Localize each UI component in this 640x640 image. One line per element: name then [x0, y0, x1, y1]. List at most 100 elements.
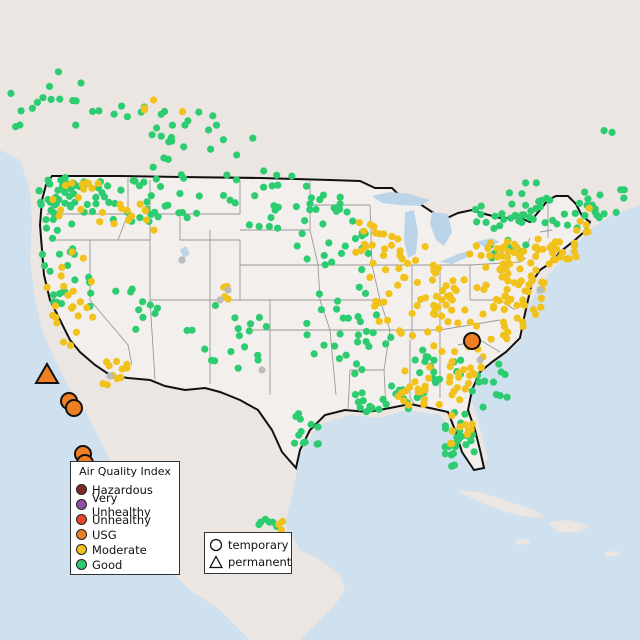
good-monitor-dot [219, 136, 227, 144]
moderate-monitor-dot [102, 358, 111, 366]
moderate-monitor-dot [519, 323, 527, 331]
legend-item-permanent: permanent [209, 554, 291, 570]
moderate-monitor-dot [396, 327, 404, 335]
good-monitor-dot [302, 182, 311, 190]
good-monitor-dot [301, 217, 309, 225]
moderate-monitor-dot [501, 292, 509, 300]
good-monitor-dot [183, 326, 191, 335]
good-monitor-dot [148, 131, 156, 139]
good-monitor-dot [151, 208, 159, 216]
moderate-monitor-dot [68, 179, 76, 187]
moderate-monitor-dot [504, 248, 512, 256]
good-monitor-dot [563, 221, 572, 229]
good-monitor-dot [457, 356, 465, 364]
good-monitor-dot [231, 314, 239, 322]
moderate-monitor-dot [466, 250, 474, 258]
moderate-monitor-dot [400, 397, 408, 405]
moderate-monitor-dot [381, 266, 390, 274]
moderate-monitor-dot [150, 226, 158, 234]
monitor-type-legend: temporary permanent [204, 532, 292, 574]
no-data-monitor-dot [258, 366, 266, 374]
moderate-monitor-dot [444, 318, 452, 326]
good-monitor-dot [64, 261, 72, 270]
good-monitor-dot [111, 199, 119, 208]
moderate-monitor-dot [585, 204, 593, 212]
good-monitor-dot [156, 183, 165, 191]
moderate-monitor-dot [408, 332, 417, 340]
moderate-monitor-dot [142, 216, 150, 224]
good-monitor-dot [612, 208, 620, 216]
moderate-monitor-dot [76, 298, 84, 306]
good-monitor-dot [54, 68, 63, 76]
good-monitor-dot [55, 250, 64, 258]
good-monitor-dot [479, 403, 487, 411]
moderate-monitor-dot [421, 243, 429, 251]
good-monitor-dot [48, 234, 57, 242]
moderate-monitor-dot [141, 206, 149, 214]
good-monitor-dot [92, 200, 100, 208]
moderate-monitor-dot [380, 251, 388, 259]
moderate-monitor-dot [438, 312, 446, 320]
legend-label: USG [92, 527, 117, 542]
moderate-monitor-dot [123, 206, 131, 214]
good-monitor-dot [56, 95, 64, 103]
moderate-monitor-dot [449, 277, 457, 285]
moderate-monitor-dot [394, 392, 402, 400]
good-monitor-dot [536, 203, 544, 211]
no-data-monitor-dot [476, 356, 484, 364]
moderate-monitor-dot [369, 259, 377, 267]
moderate-monitor-dot [77, 205, 85, 213]
island-jamaica [515, 539, 530, 545]
good-monitor-dot [413, 394, 421, 402]
moderate-monitor-dot [512, 243, 520, 251]
good-monitor-dot [164, 155, 172, 163]
moderate-monitor-dot [464, 379, 473, 387]
good-monitor-dot [303, 331, 311, 339]
good-monitor-dot [180, 143, 188, 151]
good-monitor-dot [249, 134, 257, 142]
good-monitor-dot [341, 242, 349, 250]
moderate-monitor-dot [83, 304, 91, 312]
good-monitor-dot [274, 224, 282, 232]
good-monitor-dot [69, 97, 77, 105]
good-monitor-dot [508, 200, 516, 208]
good-monitor-dot [209, 112, 217, 120]
good-monitor-dot [152, 175, 160, 183]
good-monitor-dot [325, 239, 333, 247]
good-monitor-dot [620, 194, 628, 202]
good-monitor-dot [366, 402, 374, 410]
legend-item-usg: USG [76, 527, 117, 542]
moderate-monitor-dot [442, 282, 450, 290]
good-monitor-dot [571, 209, 579, 217]
good-monitor-dot [211, 301, 219, 310]
good-monitor-dot [522, 241, 530, 249]
good-monitor-dot [495, 360, 503, 368]
moderate-monitor-dot [499, 331, 508, 339]
good-monitor-dot [575, 199, 584, 207]
good-monitor-dot [219, 191, 228, 200]
moderate-monitor-dot [368, 241, 376, 249]
good-monitor-dot [358, 389, 366, 397]
good-monitor-dot [511, 211, 519, 219]
good-monitor-dot [292, 203, 300, 211]
island-hispaniola [548, 520, 590, 532]
moderate-monitor-dot [385, 290, 393, 298]
good-monitor-dot [176, 190, 184, 198]
good-monitor-dot [262, 322, 270, 331]
good-monitor-dot [234, 325, 242, 333]
good-monitor-dot [195, 108, 203, 116]
good-monitor-dot [68, 220, 76, 228]
good-monitor-dot [541, 219, 549, 227]
good-monitor-dot [157, 132, 165, 140]
good-monitor-dot [600, 127, 608, 135]
moderate-monitor-dot [532, 252, 540, 260]
moderate-monitor-dot [425, 374, 433, 382]
good-monitor-dot [435, 375, 444, 383]
moderate-monitor-dot [498, 273, 506, 281]
good-monitor-dot [525, 214, 534, 222]
moderate-monitor-dot [572, 253, 580, 261]
good-monitor-dot [110, 110, 118, 118]
good-monitor-dot [255, 313, 263, 322]
moderate-monitor-dot [88, 184, 96, 192]
